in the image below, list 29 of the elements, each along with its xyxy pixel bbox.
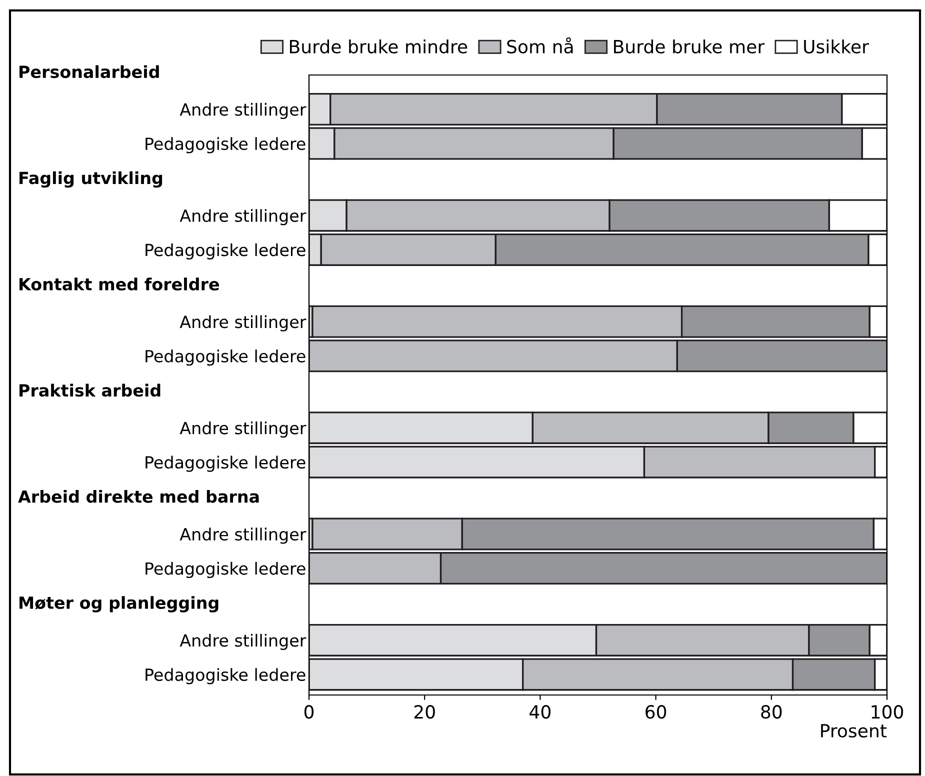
y-tick-label: Pedagogiske ledere [146, 137, 306, 154]
y-tick-label: Andre stillinger [180, 634, 306, 650]
x-tick-label: 100 [872, 705, 904, 719]
legend-label: Som nå [507, 37, 573, 54]
text: Praktisk arbeid [20, 384, 160, 397]
y-tick-label: Pedagogiske ledere [146, 243, 306, 260]
y-tick-label: Pedagogiske ledere [146, 668, 306, 684]
text: Faglig utvikling [20, 171, 162, 188]
y-tick-label: Pedagogiske ledere [146, 350, 306, 366]
text: Personalarbeid [20, 65, 159, 78]
x-tick-label: 20 [414, 705, 435, 719]
text: Møter og planlegging [20, 596, 218, 612]
y-tick-label: Andre stillinger [180, 209, 306, 226]
legend-label: Burde bruke mindre [290, 39, 468, 54]
x-tick-label: 0 [304, 705, 314, 719]
x-tick-label: 60 [646, 705, 666, 719]
y-tick-label: Andre stillinger [180, 315, 306, 332]
legend-label: Usikker [804, 39, 869, 54]
text: Arbeid direkte med barna [18, 490, 259, 503]
y-tick-label: Andre stillinger [180, 528, 306, 544]
y-tick-label: Pedagogiske ledere [146, 562, 306, 578]
x-tick-label: 40 [530, 705, 550, 719]
x-tick-label: 80 [761, 705, 782, 719]
y-tick-label: Pedagogiske ledere [146, 456, 306, 472]
x-axis-title: Prosent [821, 724, 887, 738]
y-tick-label: Andre stillinger [180, 421, 306, 438]
text: Kontakt med foreldre [20, 278, 219, 290]
y-tick-label: Andre stillinger [180, 102, 306, 120]
legend-label: Burde bruke mer [614, 39, 765, 54]
